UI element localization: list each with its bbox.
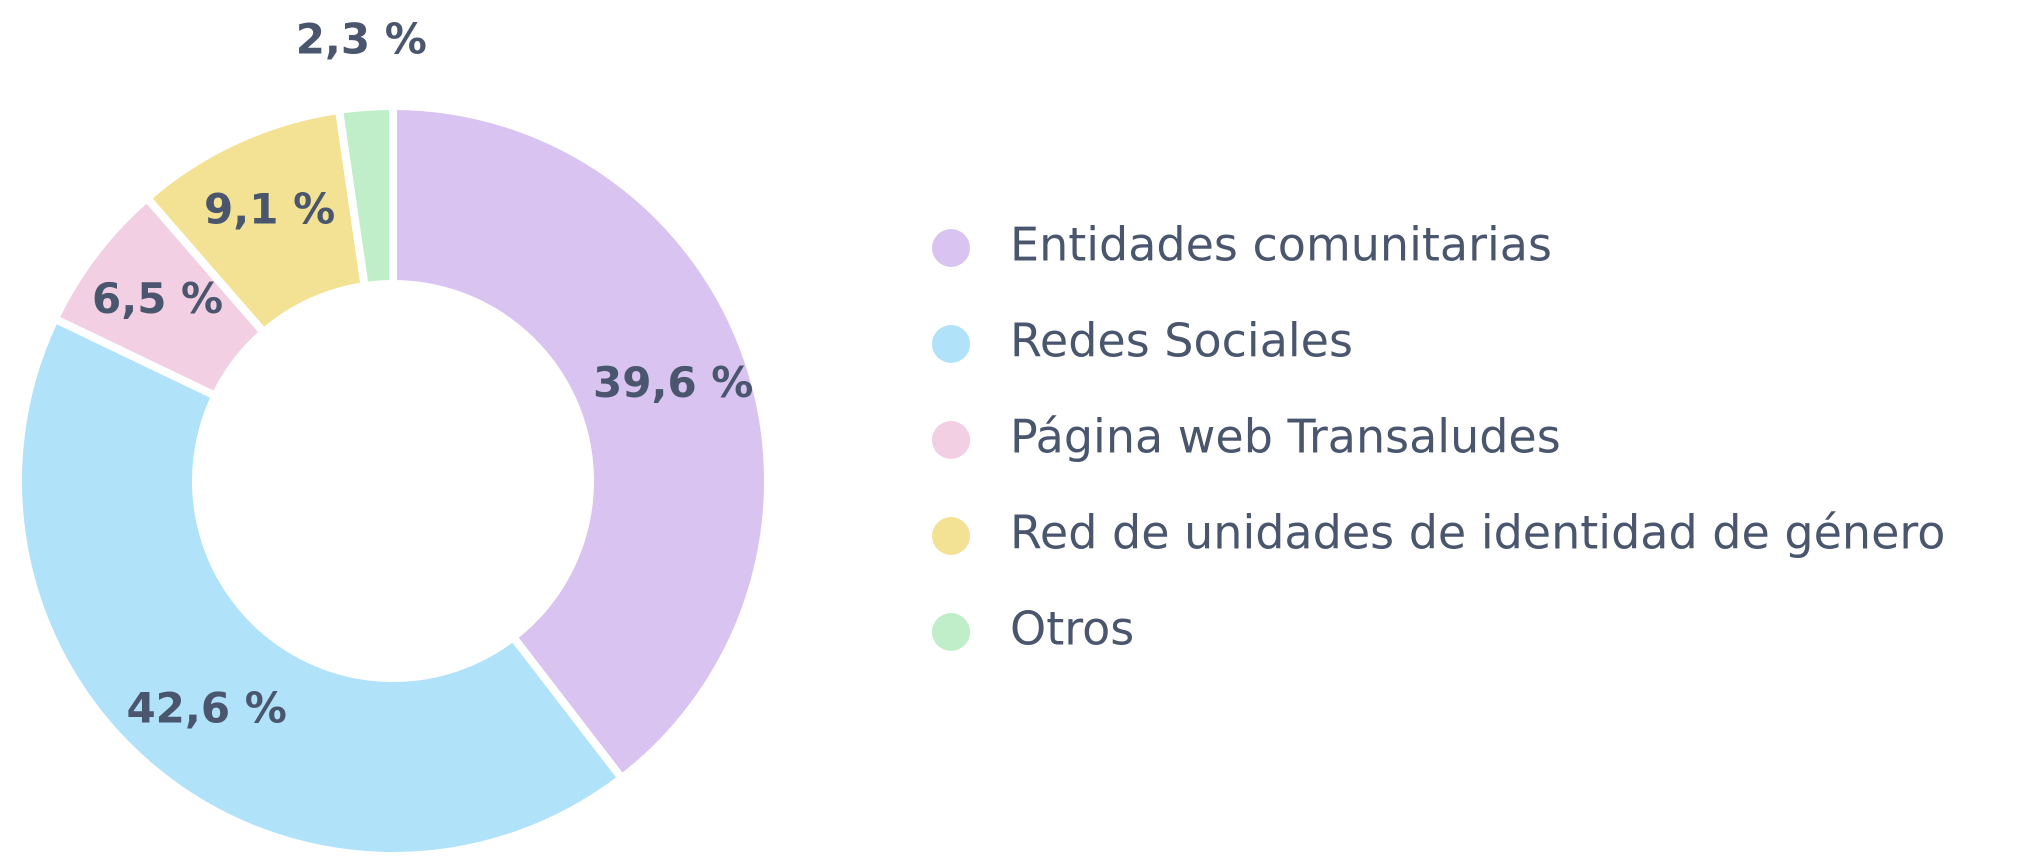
legend-marker — [932, 421, 970, 459]
legend-label: Entidades comunitarias — [1010, 218, 1552, 272]
donut-segment — [14, 313, 628, 858]
value-label: 39,6 % — [593, 358, 753, 407]
legend-label: Redes Sociales — [1010, 314, 1353, 368]
value-label: 2,3 % — [296, 15, 427, 64]
donut-segment — [334, 101, 397, 291]
value-label: 9,1 % — [204, 184, 335, 233]
donut-segment — [389, 101, 772, 784]
value-label: 42,6 % — [126, 683, 286, 732]
legend-label: Red de unidades de identidad de género — [1010, 506, 1945, 560]
legend-marker — [932, 229, 970, 267]
legend-marker — [932, 517, 970, 555]
legend-label: Página web Transaludes — [1010, 410, 1561, 464]
legend-marker — [932, 613, 970, 651]
value-label: 6,5 % — [92, 274, 223, 323]
legend-marker — [932, 325, 970, 363]
legend-label: Otros — [1010, 602, 1134, 656]
